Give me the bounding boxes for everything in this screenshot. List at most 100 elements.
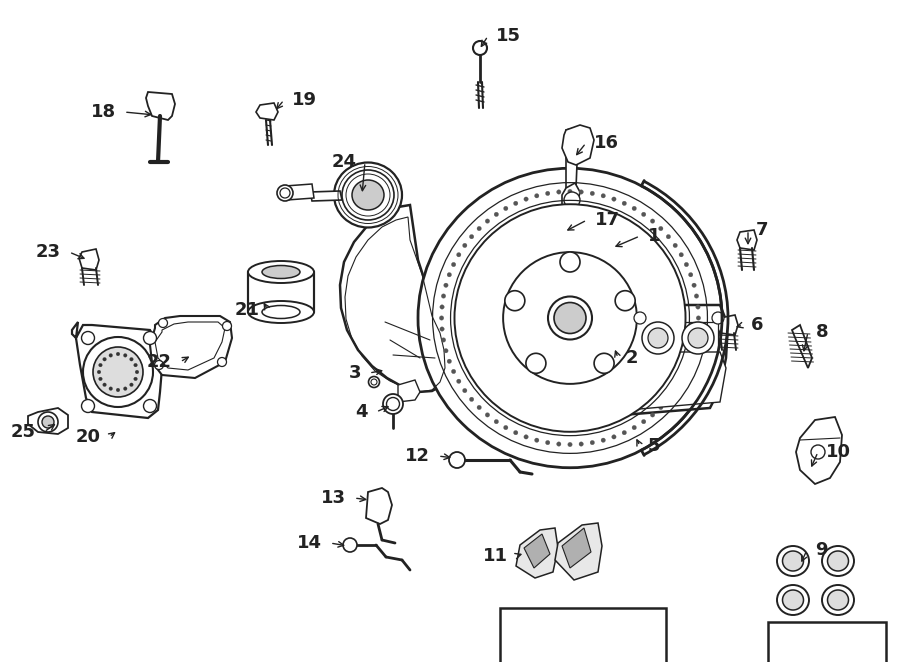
- Circle shape: [447, 273, 452, 277]
- Circle shape: [579, 190, 583, 194]
- Text: 18: 18: [91, 103, 116, 121]
- Circle shape: [218, 357, 227, 367]
- Circle shape: [371, 379, 377, 385]
- Polygon shape: [516, 528, 558, 578]
- Circle shape: [456, 379, 461, 383]
- Text: 1: 1: [648, 227, 661, 245]
- Circle shape: [612, 197, 616, 201]
- Circle shape: [143, 399, 157, 412]
- Circle shape: [666, 397, 670, 402]
- Circle shape: [123, 387, 127, 391]
- Circle shape: [343, 538, 357, 552]
- Circle shape: [505, 291, 525, 310]
- Circle shape: [83, 337, 153, 407]
- Circle shape: [712, 312, 724, 324]
- Circle shape: [452, 369, 455, 373]
- Circle shape: [590, 440, 595, 445]
- Circle shape: [688, 328, 708, 348]
- Circle shape: [444, 349, 448, 353]
- Polygon shape: [524, 534, 550, 568]
- Circle shape: [116, 388, 120, 392]
- Text: 3: 3: [348, 364, 361, 382]
- Polygon shape: [716, 315, 738, 335]
- Circle shape: [694, 294, 698, 299]
- Circle shape: [642, 212, 646, 216]
- Ellipse shape: [782, 551, 804, 571]
- Circle shape: [632, 207, 636, 211]
- Ellipse shape: [822, 546, 854, 576]
- Circle shape: [103, 383, 106, 387]
- Circle shape: [439, 316, 444, 320]
- Text: 14: 14: [297, 534, 322, 552]
- Circle shape: [494, 212, 499, 216]
- Circle shape: [535, 193, 539, 198]
- Text: 19: 19: [292, 91, 317, 109]
- Circle shape: [99, 363, 103, 367]
- Circle shape: [130, 357, 133, 361]
- Circle shape: [447, 359, 452, 363]
- Circle shape: [222, 322, 231, 330]
- Polygon shape: [150, 316, 232, 378]
- Text: 11: 11: [483, 547, 508, 565]
- Circle shape: [590, 191, 595, 195]
- Circle shape: [688, 273, 693, 277]
- Circle shape: [386, 397, 400, 410]
- Ellipse shape: [352, 180, 384, 210]
- Text: 24: 24: [332, 153, 357, 171]
- Text: 25: 25: [11, 423, 36, 441]
- Circle shape: [103, 357, 106, 361]
- Circle shape: [564, 192, 580, 208]
- Circle shape: [130, 383, 133, 387]
- Circle shape: [93, 347, 143, 397]
- Circle shape: [811, 445, 825, 459]
- Circle shape: [82, 332, 94, 344]
- Circle shape: [648, 328, 668, 348]
- Text: 8: 8: [816, 323, 829, 341]
- Circle shape: [441, 294, 446, 299]
- Circle shape: [692, 283, 697, 287]
- Circle shape: [109, 387, 112, 391]
- Circle shape: [42, 416, 54, 428]
- Circle shape: [116, 352, 120, 355]
- Circle shape: [155, 361, 164, 369]
- Circle shape: [82, 399, 94, 412]
- Circle shape: [440, 305, 445, 309]
- Polygon shape: [562, 183, 580, 218]
- Circle shape: [123, 354, 127, 357]
- Circle shape: [568, 189, 572, 194]
- Text: 5: 5: [648, 437, 661, 455]
- Text: 22: 22: [147, 353, 172, 371]
- Circle shape: [622, 430, 626, 435]
- Circle shape: [545, 440, 550, 445]
- Circle shape: [470, 234, 473, 239]
- Circle shape: [673, 243, 678, 248]
- Polygon shape: [562, 528, 591, 568]
- Polygon shape: [737, 230, 757, 250]
- Circle shape: [601, 193, 606, 198]
- Circle shape: [134, 363, 138, 367]
- Ellipse shape: [454, 204, 686, 432]
- Text: 12: 12: [405, 447, 430, 465]
- Circle shape: [514, 430, 518, 435]
- Circle shape: [383, 394, 403, 414]
- Ellipse shape: [503, 252, 637, 384]
- Ellipse shape: [827, 590, 849, 610]
- Circle shape: [463, 243, 467, 248]
- Polygon shape: [340, 205, 452, 392]
- Text: 23: 23: [36, 243, 61, 261]
- Circle shape: [38, 412, 58, 432]
- Circle shape: [99, 377, 103, 381]
- Text: 13: 13: [321, 489, 346, 507]
- Polygon shape: [555, 523, 602, 580]
- Circle shape: [477, 405, 482, 410]
- Text: 15: 15: [496, 27, 521, 45]
- Circle shape: [679, 379, 683, 383]
- Circle shape: [524, 435, 528, 439]
- Circle shape: [694, 338, 698, 342]
- Circle shape: [679, 252, 683, 257]
- Circle shape: [143, 332, 157, 344]
- Circle shape: [109, 354, 112, 357]
- Circle shape: [368, 377, 380, 387]
- Circle shape: [659, 405, 663, 410]
- Circle shape: [696, 327, 700, 331]
